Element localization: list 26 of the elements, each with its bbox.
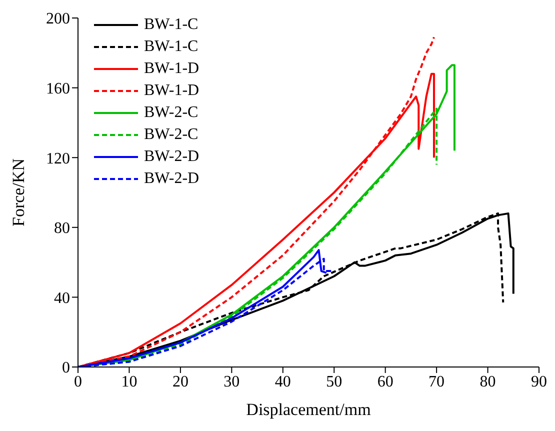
y-tick-label: 120 <box>46 150 70 168</box>
x-tick-label: 50 <box>326 373 342 390</box>
legend-label: BW-2-C <box>144 103 198 123</box>
y-tick-label: 160 <box>46 80 70 98</box>
legend-label: BW-1-D <box>144 81 200 101</box>
x-tick-label: 60 <box>377 373 394 390</box>
x-tick-label: 70 <box>428 373 445 390</box>
x-axis-title: Displacement/mm <box>246 400 371 419</box>
legend-label: BW-1-C <box>144 37 198 57</box>
x-tick-label: 80 <box>480 373 496 390</box>
y-tick-label: 200 <box>46 10 70 28</box>
legend-label: BW-2-D <box>144 147 200 167</box>
y-axis-title: Force/KN <box>9 158 28 226</box>
x-tick-label: 20 <box>172 373 188 390</box>
x-tick-label: 10 <box>121 373 138 390</box>
x-tick-label: 30 <box>224 373 240 390</box>
y-tick-label: 80 <box>54 220 70 238</box>
x-tick-label: 40 <box>274 373 291 390</box>
legend-label: BW-1-C <box>144 15 198 35</box>
legend-label: BW-2-C <box>144 125 198 145</box>
y-tick-label: 40 <box>54 290 70 307</box>
legend-label: BW-1-D <box>144 59 200 79</box>
legend-label: BW-2-D <box>144 169 200 189</box>
x-tick-label: 90 <box>531 373 547 390</box>
x-tick-label: 0 <box>74 373 82 390</box>
y-tick-label: 0 <box>62 360 70 377</box>
